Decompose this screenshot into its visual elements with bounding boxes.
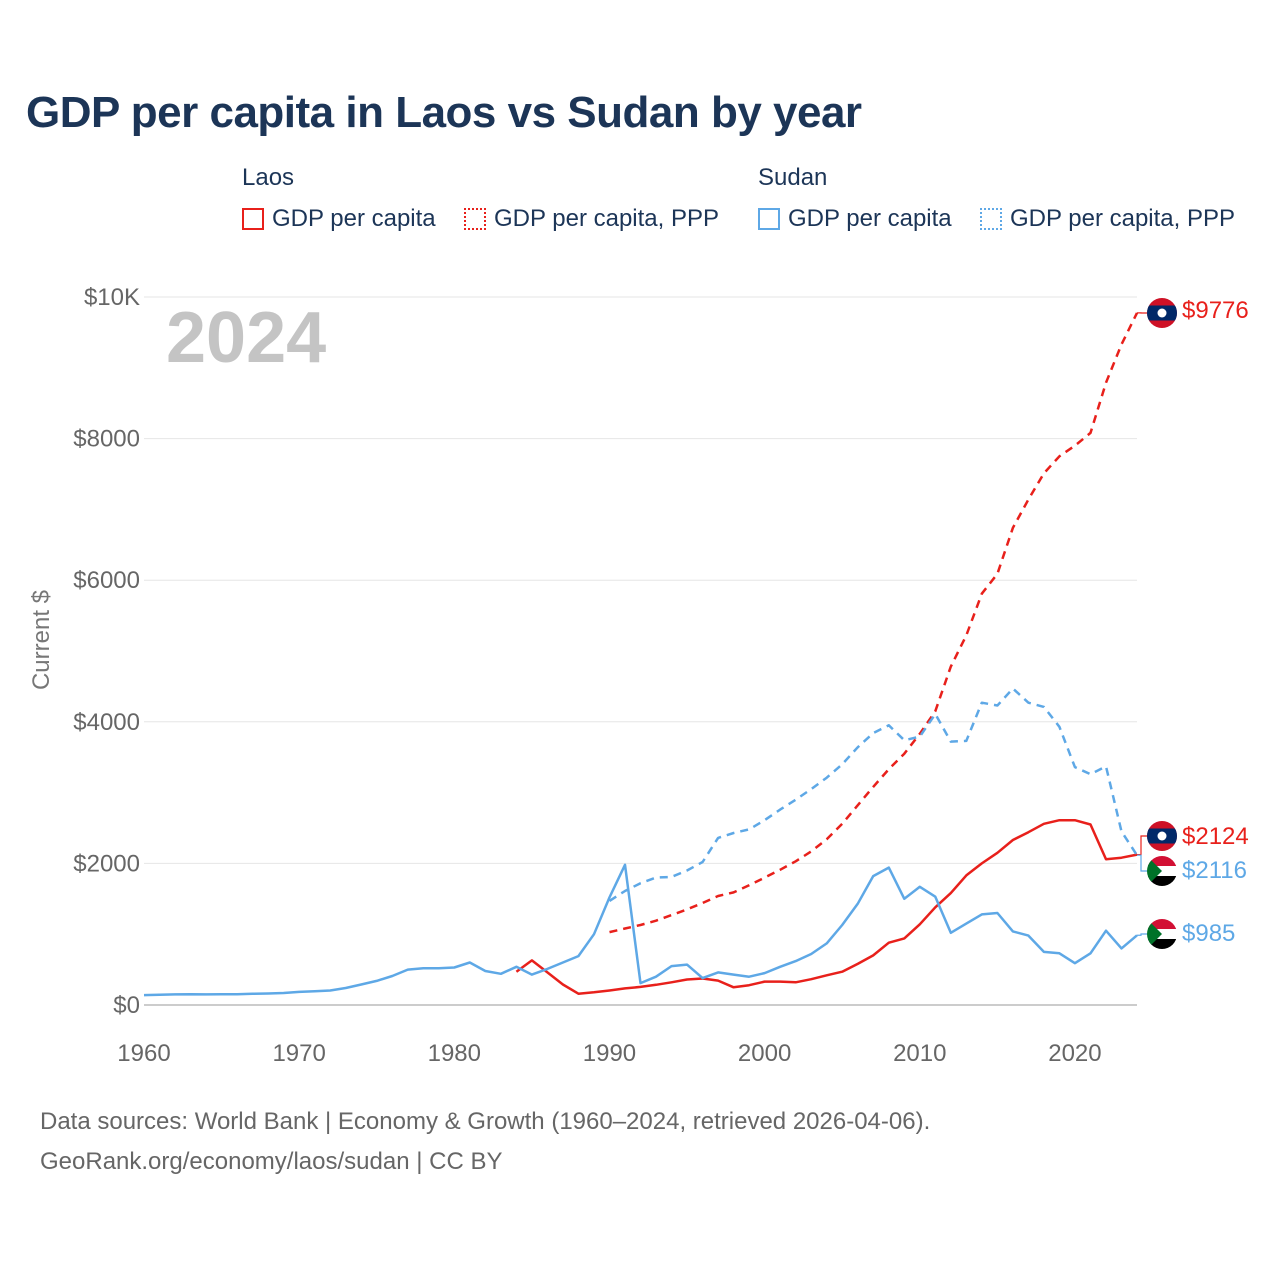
y-tick-label: $8000 [73,426,140,453]
end-label-sudan-ppp: $2116 [1182,857,1247,884]
legend-laos-ppp-swatch [464,208,486,230]
y-tick-label: $10K [84,284,140,311]
y-tick-label: $4000 [73,709,140,736]
sudan-flag-icon [1147,919,1177,949]
x-tick-label: 2020 [1048,1040,1101,1067]
sudan-flag-icon [1147,856,1177,886]
x-tick-label: 1980 [428,1040,481,1067]
legend-laos-heading: Laos [242,164,295,191]
legend-laos-gdp[interactable]: GDP per capita [242,205,436,233]
legend-laos-ppp[interactable]: GDP per capita, PPP [464,205,719,233]
end-label-laos-ppp: $9776 [1182,297,1249,324]
y-tick-label: $6000 [73,567,140,594]
end-connector [1137,933,1147,936]
y-tick-label: $0 [113,992,140,1019]
legend-sudan-gdp[interactable]: GDP per capita [758,205,952,233]
legend-sudan-gdp-label: GDP per capita [788,205,952,232]
x-tick-label: 2010 [893,1040,946,1067]
footer-sources: Data sources: World Bank | Economy & Gro… [40,1108,931,1135]
legend-sudan-ppp-swatch [980,208,1002,230]
legend-laos-gdp-label: GDP per capita [272,205,436,232]
legend-laos-ppp-label: GDP per capita, PPP [494,205,719,232]
end-connector [1137,854,1147,872]
x-tick-label: 1960 [117,1040,170,1067]
x-tick-label: 2000 [738,1040,791,1067]
y-tick-label: $2000 [73,850,140,877]
legend-sudan-ppp[interactable]: GDP per capita, PPP [980,205,1235,233]
legend-sudan-ppp-label: GDP per capita, PPP [1010,205,1235,232]
legend-sudan-gdp-swatch [758,208,780,230]
year-watermark: 2024 [166,298,326,378]
laos-flag-icon [1147,821,1177,851]
end-label-laos-gdp: $2124 [1182,823,1249,850]
legend-laos-gdp-swatch [242,208,264,230]
chart-title: GDP per capita in Laos vs Sudan by year [26,88,862,137]
series-line-sudan-gdp-per-capita-ppp[interactable] [608,687,1139,902]
series-line-sudan-gdp-per-capita[interactable] [143,863,1138,997]
footer-attribution: GeoRank.org/economy/laos/sudan | CC BY [40,1148,503,1175]
x-tick-label: 1970 [272,1040,325,1067]
series-line-laos-gdp-per-capita-ppp[interactable] [609,312,1139,934]
laos-flag-icon [1147,298,1177,328]
x-tick-label: 1990 [583,1040,636,1067]
series-line-laos-gdp-per-capita[interactable] [515,818,1138,995]
end-connector [1137,835,1147,856]
legend-sudan-heading: Sudan [758,164,828,191]
end-label-sudan-gdp: $985 [1182,920,1235,947]
